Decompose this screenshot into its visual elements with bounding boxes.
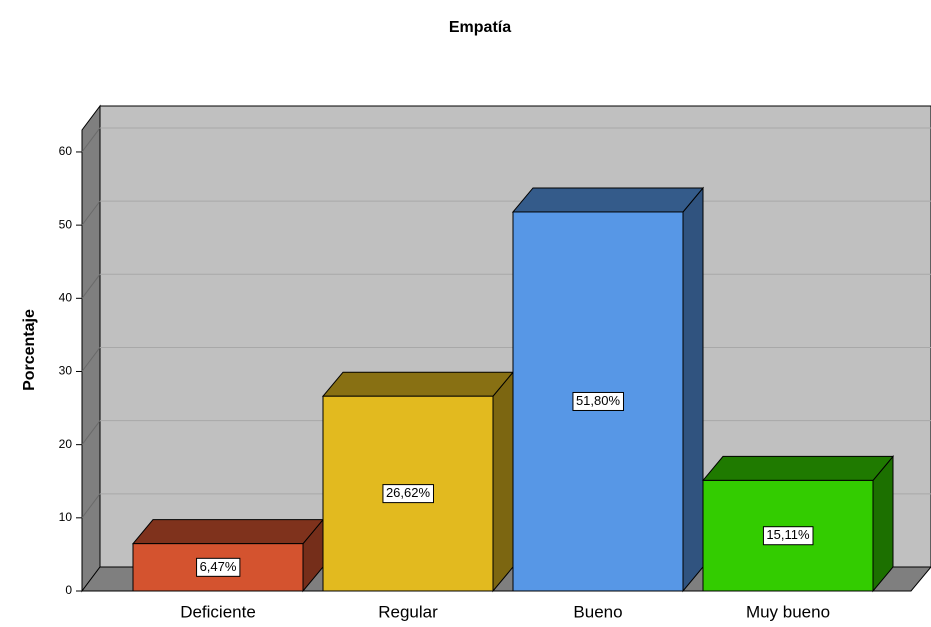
value-label-box <box>762 526 814 546</box>
value-label-box <box>382 484 434 504</box>
left-wall <box>81 104 101 593</box>
grid-line <box>81 274 101 299</box>
y-tick-label: 0 <box>65 583 72 597</box>
y-axis-label: Porcentaje <box>21 309 38 391</box>
value-label: 6,47% <box>200 559 237 574</box>
grid-line <box>81 347 101 372</box>
value-label: 26,62% <box>386 485 431 500</box>
value-label-box <box>572 391 624 411</box>
x-tick-label: Muy bueno <box>746 602 830 621</box>
value-label: 15,11% <box>766 527 810 542</box>
bar-top <box>131 519 325 545</box>
y-tick-label: 60 <box>59 144 73 158</box>
y-tick-label: 50 <box>59 217 73 231</box>
bar-top <box>511 187 705 213</box>
y-tick-label: 10 <box>59 510 73 524</box>
y-tick-label: 20 <box>59 437 73 451</box>
bar-side <box>682 186 704 593</box>
x-tick-label: Regular <box>378 602 438 621</box>
bar-top <box>321 371 515 397</box>
grid-line <box>81 420 101 445</box>
bar-side <box>492 370 514 593</box>
grid-line <box>81 127 101 153</box>
bar <box>131 518 325 593</box>
x-tick-label: Deficiente <box>180 602 256 621</box>
grid-line <box>81 200 101 226</box>
bar <box>321 370 515 593</box>
y-tick-label: 40 <box>59 290 73 304</box>
bar <box>511 186 705 593</box>
bar <box>701 455 895 593</box>
x-tick-label: Bueno <box>573 602 622 621</box>
chart-title: Empatía <box>449 19 511 36</box>
y-tick-label: 30 <box>59 364 73 378</box>
bar-top <box>701 455 895 481</box>
value-label-box <box>196 557 241 577</box>
value-label: 51,80% <box>576 393 621 408</box>
grid-line <box>81 493 101 519</box>
